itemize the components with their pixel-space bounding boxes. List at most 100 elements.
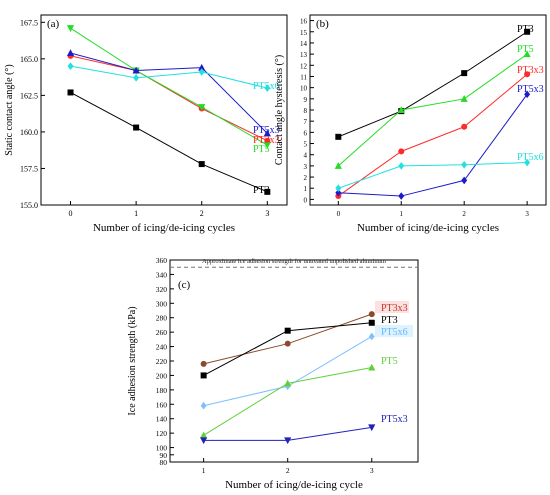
x-tick-label: 3 xyxy=(265,209,269,218)
y-tick-label: 80 xyxy=(160,458,168,467)
data-point-pt5 xyxy=(523,50,531,58)
data-point-pt5x3 xyxy=(524,90,531,99)
x-tick-label: 3 xyxy=(525,210,529,218)
x-axis-title-a: Number of icing/de-icing cycles xyxy=(93,222,235,234)
series-line-pt5 xyxy=(337,53,528,167)
panel-label-c: (c) xyxy=(178,279,191,291)
reference-line-label: Approximate ice adhesion strength for un… xyxy=(202,258,386,265)
data-point-pt5x6 xyxy=(200,401,207,410)
data-point-pt3 xyxy=(284,327,291,334)
x-tick-label: 2 xyxy=(286,466,290,475)
data-point-pt5x6 xyxy=(198,68,205,76)
y-tick-label: 167.5 xyxy=(20,18,38,27)
x-tick-label: 0 xyxy=(69,209,73,218)
series-label-pt5x6: PT5x6 xyxy=(517,152,544,163)
data-point-pt5x6 xyxy=(335,184,342,193)
y-tick-label: 320 xyxy=(156,285,168,294)
data-point-pt3x3 xyxy=(398,148,405,155)
x-tick-label: 1 xyxy=(202,466,206,475)
data-point-pt3x3 xyxy=(524,71,531,78)
data-point-pt5x3 xyxy=(398,192,405,200)
y-tick-label: 162.5 xyxy=(20,91,38,100)
data-point-pt3 xyxy=(133,124,140,131)
panel-a: (a) Number of icing/de-icing cycles Stat… xyxy=(4,14,288,234)
label-highlight-pt3x3 xyxy=(375,301,409,313)
axis-ticks-a: 0 1 2 3 155.0 157.5 160.0 162.5 165.0 167.5 xyxy=(20,18,269,218)
y-tick-label: 11 xyxy=(300,73,307,81)
series-labels-b: PT3 PT5 PT3x3 PT5x3 PT5x6 xyxy=(517,24,544,163)
series-label-pt3x3: PT3x3 xyxy=(253,135,280,146)
series-label-pt5: PT5 xyxy=(253,144,270,155)
data-point-pt3 xyxy=(200,372,207,379)
series-layer-c xyxy=(200,311,376,445)
y-axis-title-b: Contact angle hysteresis (°) xyxy=(274,55,285,165)
y-tick-label: 5 xyxy=(304,141,308,149)
y-tick-label: 9 xyxy=(304,96,308,104)
y-tick-label: 157.5 xyxy=(20,164,38,173)
label-highlight-pt5x6 xyxy=(375,325,413,337)
series-line-pt3 xyxy=(338,31,528,138)
y-tick-label: 360 xyxy=(156,256,168,265)
series-line-pt5x6 xyxy=(338,162,528,189)
series-label-pt3: PT3 xyxy=(253,185,270,196)
series-labels-c: PT3x3 PT3 PT5x6 PT5 PT5x3 xyxy=(375,301,413,425)
data-point-pt5x6 xyxy=(398,162,405,170)
y-tick-label: 4 xyxy=(304,152,308,160)
data-point-pt5x3 xyxy=(263,129,271,137)
data-point-pt5x6 xyxy=(264,84,271,92)
y-tick-label: 160 xyxy=(156,400,168,409)
series-line-pt5x3 xyxy=(338,94,528,197)
data-point-pt5x3 xyxy=(368,424,376,432)
series-line-pt5x6 xyxy=(70,65,268,89)
data-point-pt5 xyxy=(200,431,208,439)
data-point-pt3x3 xyxy=(284,340,291,347)
y-tick-label: 7 xyxy=(304,118,308,126)
series-label-pt5x3: PT5x3 xyxy=(253,125,280,136)
data-point-pt5x3 xyxy=(335,188,342,197)
data-point-pt5x6 xyxy=(67,62,74,70)
data-point-pt3x3 xyxy=(368,311,375,318)
series-layer-a xyxy=(66,25,271,195)
y-tick-label: 13 xyxy=(300,51,308,59)
y-tick-label: 260 xyxy=(156,328,168,337)
data-point-pt5x6 xyxy=(133,74,140,82)
series-label-pt5x3: PT5x3 xyxy=(381,414,408,425)
data-point-pt5 xyxy=(368,363,376,371)
x-tick-label: 1 xyxy=(134,209,138,218)
y-tick-label: 220 xyxy=(156,357,168,366)
y-tick-label: 6 xyxy=(304,129,308,137)
data-point-pt3 xyxy=(461,70,468,77)
data-point-pt5x3 xyxy=(66,49,75,56)
data-point-pt5 xyxy=(397,106,405,113)
y-tick-label: 300 xyxy=(156,299,168,308)
data-point-pt5 xyxy=(66,25,75,32)
data-point-pt3 xyxy=(335,133,342,140)
data-point-pt5x6 xyxy=(368,332,375,341)
y-tick-label: 3 xyxy=(304,163,308,171)
series-label-pt3: PT3 xyxy=(517,24,534,35)
y-tick-label: 100 xyxy=(156,444,168,453)
y-tick-label: 155.0 xyxy=(20,201,38,210)
series-labels-a: PT5x6 PT5x3 PT3x3 PT5 PT3 xyxy=(253,81,280,196)
panel-label-b: (b) xyxy=(316,18,329,30)
y-tick-label: 180 xyxy=(156,386,168,395)
y-tick-label: 140 xyxy=(156,415,168,424)
data-point-pt5x6 xyxy=(461,160,468,169)
data-point-pt5x3 xyxy=(461,176,468,185)
x-axis-title-c: Number of icing/de-icing cycle xyxy=(225,479,363,491)
y-tick-label: 2 xyxy=(304,174,308,182)
y-tick-label: 160.0 xyxy=(20,128,38,137)
x-tick-label: 1 xyxy=(400,210,404,218)
y-tick-label: 0 xyxy=(304,196,308,204)
x-tick-label: 2 xyxy=(200,209,204,218)
data-point-pt5x3 xyxy=(132,66,140,74)
series-label-pt5x3: PT5x3 xyxy=(517,84,544,95)
y-tick-label: 90 xyxy=(160,451,168,460)
data-point-pt3 xyxy=(368,319,375,326)
data-point-pt5 xyxy=(460,95,468,102)
y-tick-label: 120 xyxy=(156,429,168,438)
panel-label-a: (a) xyxy=(47,18,60,30)
data-point-pt5 xyxy=(284,379,292,387)
